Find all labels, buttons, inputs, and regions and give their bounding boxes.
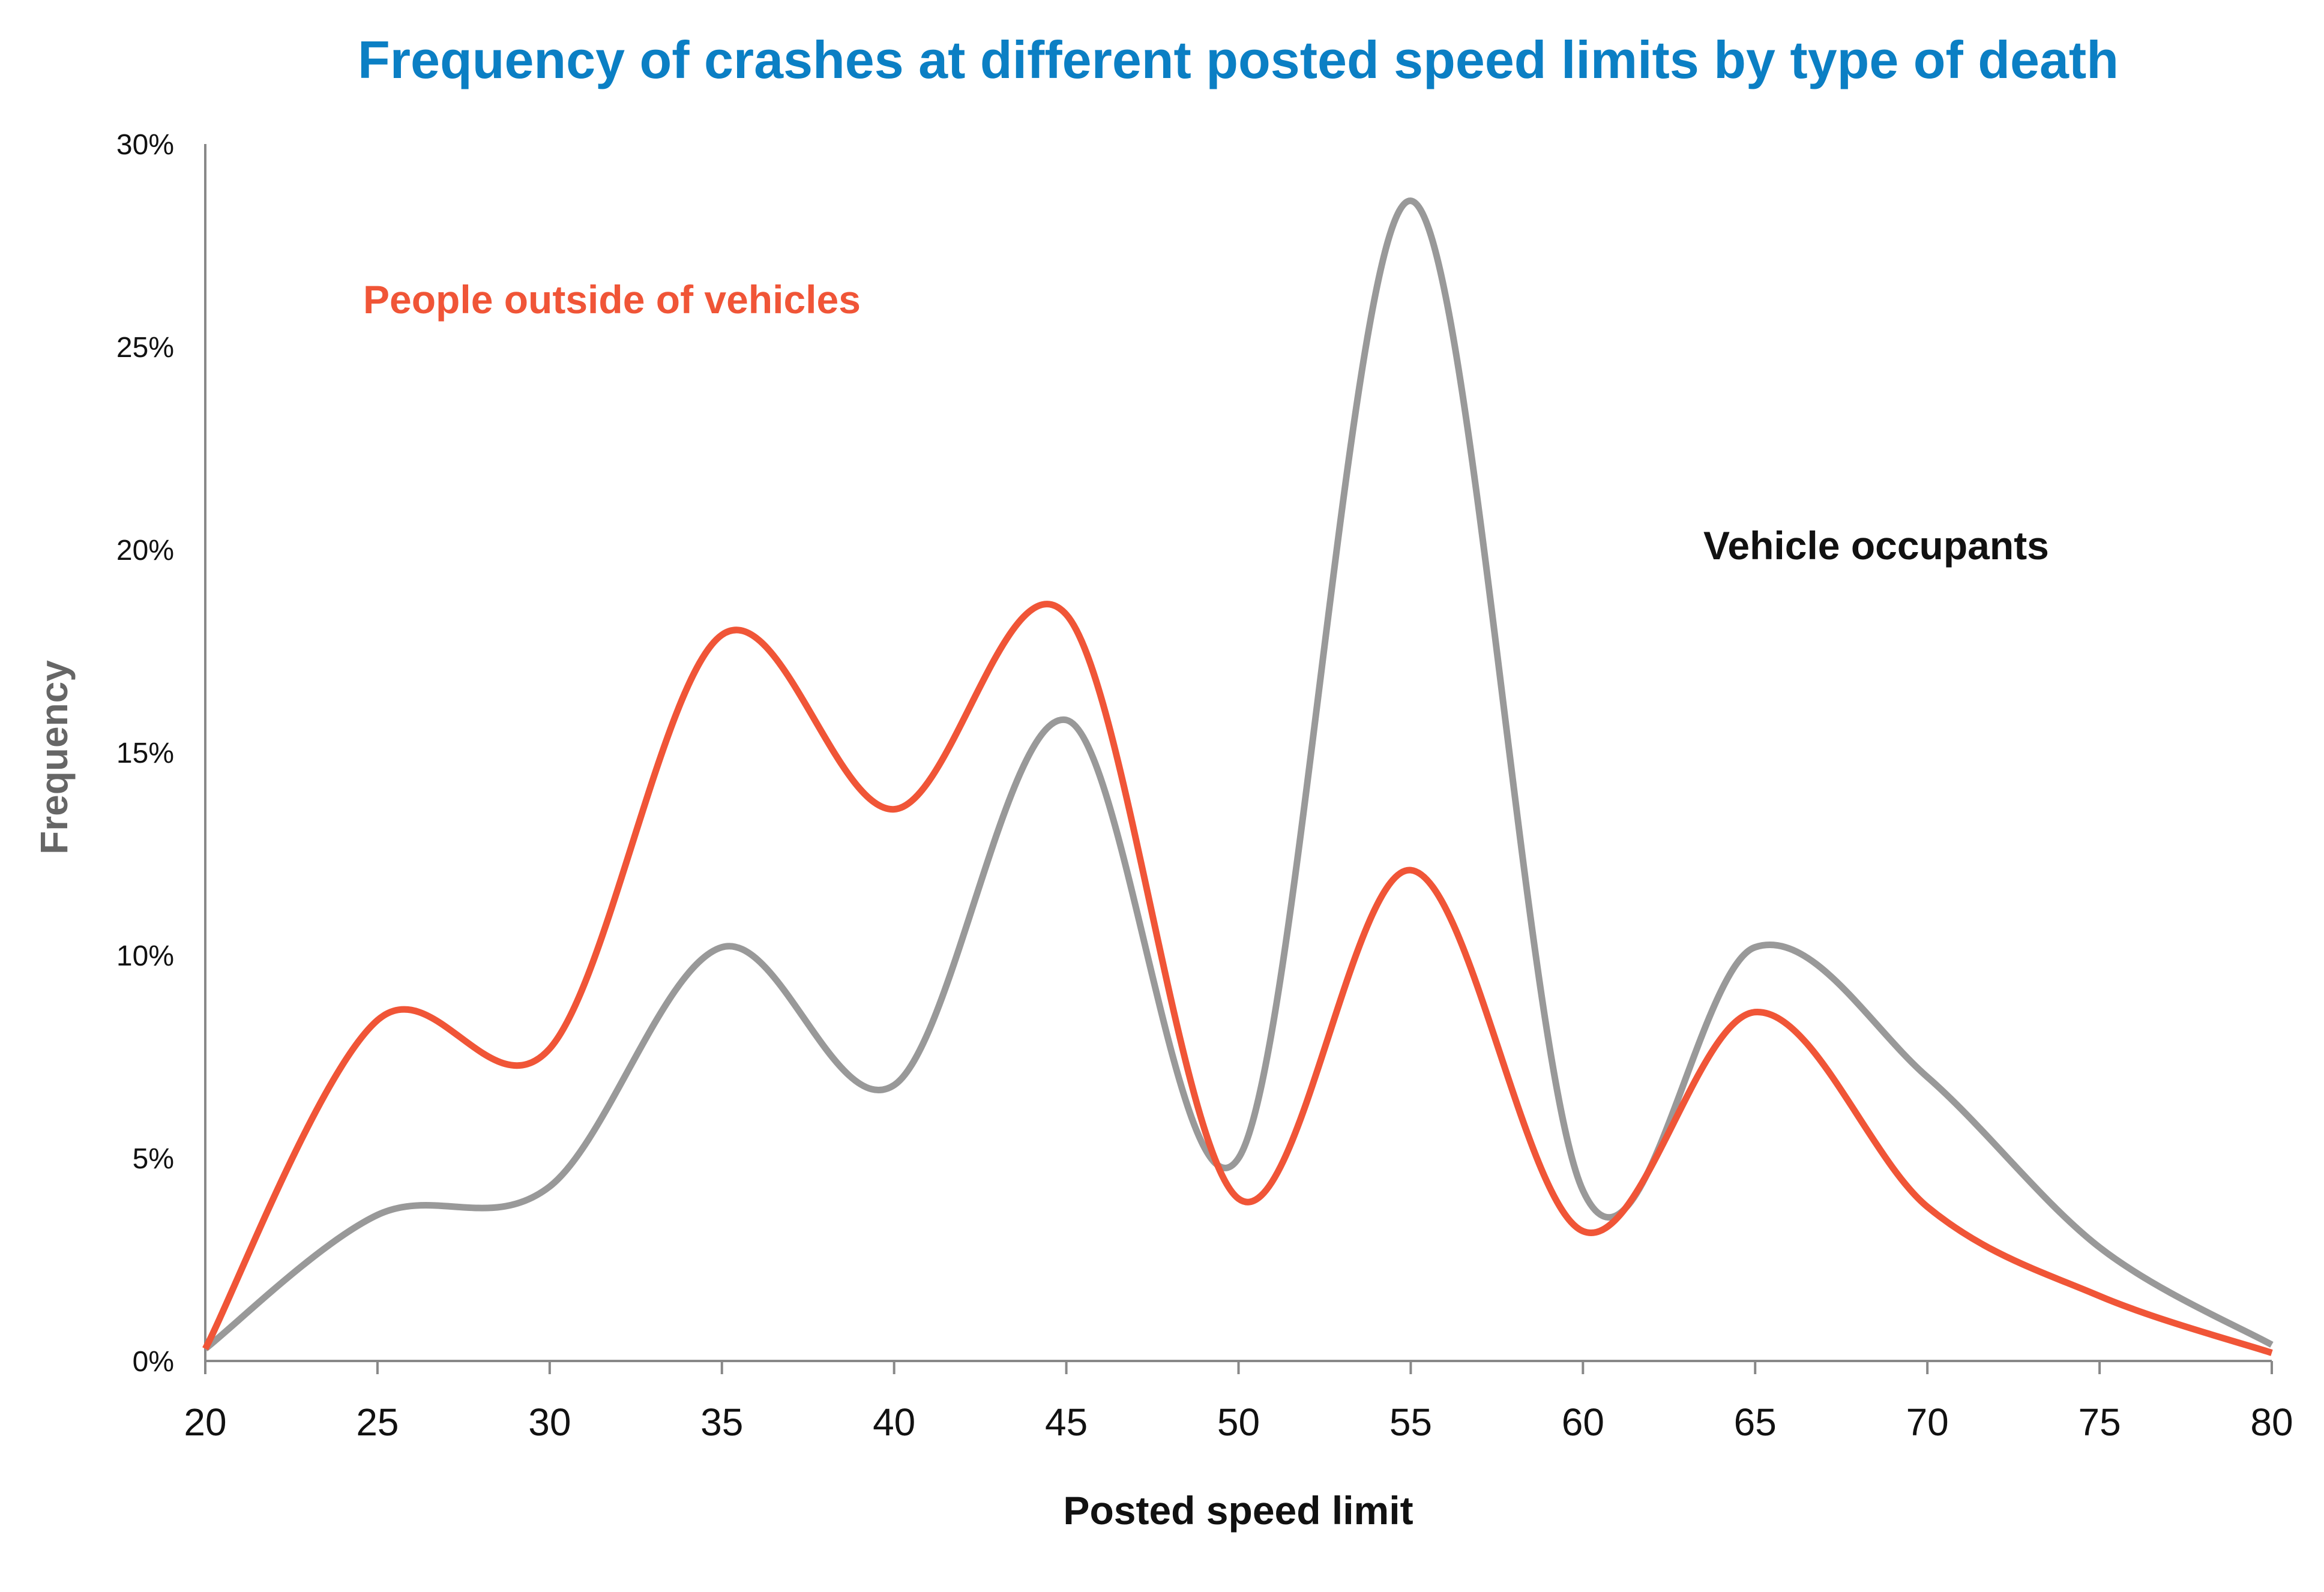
x-tick-label: 70 <box>1906 1401 1949 1444</box>
y-tick-label: 25% <box>116 332 174 364</box>
y-tick-label: 0% <box>133 1346 174 1378</box>
x-tick-label: 50 <box>1217 1401 1260 1444</box>
series-label-vehicle-occupants: Vehicle occupants <box>1703 523 2049 568</box>
y-tick-label: 15% <box>116 737 174 769</box>
chart-title: Frequency of crashes at different posted… <box>358 30 2119 89</box>
x-tick-label: 80 <box>2250 1401 2293 1444</box>
x-tick-label: 75 <box>2078 1401 2121 1444</box>
series-line-vehicle-occupants <box>203 197 2274 1352</box>
series-label-people-outside: People outside of vehicles <box>363 277 861 322</box>
x-tick-label: 40 <box>873 1401 915 1444</box>
x-tick-label: 20 <box>184 1401 226 1444</box>
x-tick-label: 25 <box>356 1401 399 1444</box>
y-tick-label: 5% <box>133 1143 174 1175</box>
x-tick-label: 45 <box>1045 1401 1088 1444</box>
series-line-people-outside <box>202 601 2273 1356</box>
x-axis-label: Posted speed limit <box>1063 1488 1413 1533</box>
y-tick-label: 20% <box>116 535 174 566</box>
x-tick-label: 60 <box>1562 1401 1604 1444</box>
y-axis-ticks: 0% 5% 10% 15% 20% 25% 30% <box>116 129 174 1378</box>
y-axis-label: Frequency <box>32 660 76 855</box>
series-lines <box>202 197 2274 1356</box>
x-tick-label: 35 <box>700 1401 743 1444</box>
y-tick-label: 10% <box>116 940 174 972</box>
x-tick-label: 55 <box>1389 1401 1432 1444</box>
x-tick-label: 30 <box>528 1401 571 1444</box>
x-tick-label: 65 <box>1734 1401 1777 1444</box>
y-tick-label: 30% <box>116 129 174 161</box>
x-axis-ticks: 20 25 30 35 40 45 50 55 60 65 70 75 80 <box>184 1361 2293 1444</box>
